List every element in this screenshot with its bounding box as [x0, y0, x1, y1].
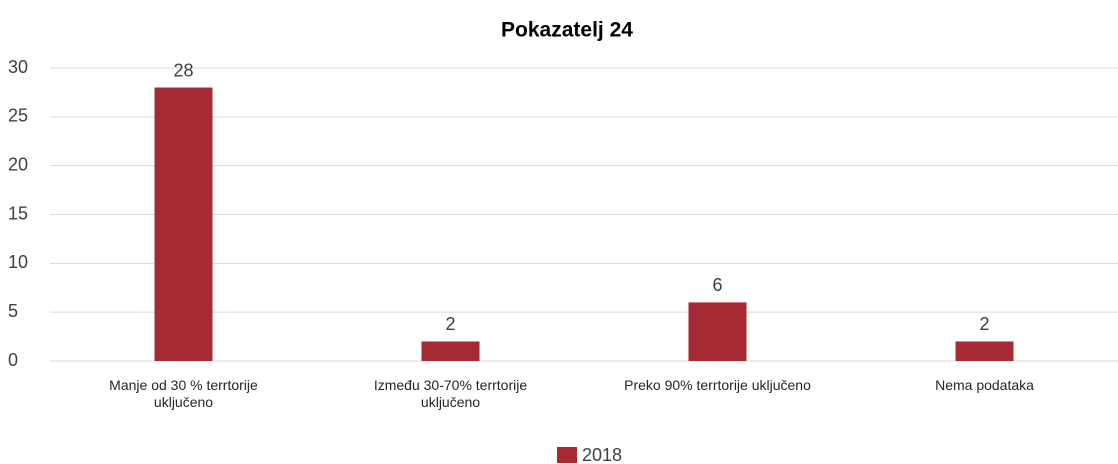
x-tick-label: Manje od 30 % terrtorije uključeno: [109, 377, 258, 410]
legend-swatch: [557, 447, 577, 463]
y-tick-label: 30: [8, 57, 28, 77]
y-tick-label: 0: [8, 350, 18, 370]
x-tick-label: Nema podataka: [935, 377, 1034, 393]
y-tick-label: 25: [8, 106, 28, 126]
data-label: 28: [173, 60, 193, 80]
y-tick-label: 20: [8, 154, 28, 174]
y-tick-label: 15: [8, 203, 28, 223]
x-tick-label: Između 30-70% terrtorije uključeno: [373, 377, 528, 410]
data-label: 2: [979, 314, 989, 334]
chart-title: Pokazatelj 24: [501, 19, 633, 42]
bar: [955, 341, 1014, 361]
x-tick-label: Preko 90% terrtorije uključeno: [624, 377, 811, 393]
y-tick-label: 10: [8, 252, 28, 272]
bar: [421, 341, 480, 361]
data-label: 6: [712, 275, 722, 295]
y-tick-label: 5: [8, 301, 18, 321]
bar: [154, 87, 213, 362]
data-label: 2: [445, 314, 455, 334]
legend-label: 2018: [582, 445, 622, 464]
bar: [688, 302, 747, 361]
